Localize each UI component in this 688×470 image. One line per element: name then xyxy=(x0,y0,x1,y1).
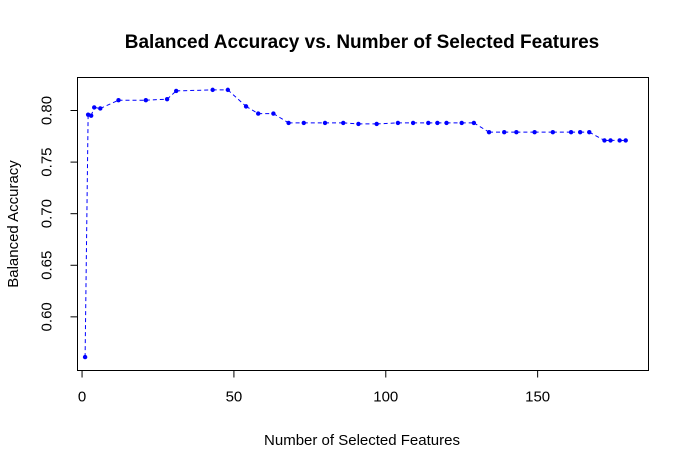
series-line-segment xyxy=(245,105,259,115)
series-line-segment xyxy=(376,122,398,125)
series-line-segment xyxy=(84,114,89,358)
data-point xyxy=(617,138,622,143)
series-line-segment xyxy=(227,89,247,107)
data-point xyxy=(486,129,492,135)
data-point xyxy=(174,88,179,94)
x-tick-label: 150 xyxy=(525,389,550,406)
data-point xyxy=(502,129,507,135)
data-point xyxy=(444,120,449,126)
y-axis-label: Balanced Accuracy xyxy=(5,160,22,288)
data-point xyxy=(341,120,346,126)
data-point xyxy=(82,354,88,360)
data-point xyxy=(459,120,464,126)
y-tick-label: 0.70 xyxy=(39,199,56,228)
data-point xyxy=(243,104,249,109)
x-axis-label: Number of Selected Features xyxy=(264,432,460,449)
y-tick-label: 0.75 xyxy=(39,147,56,176)
series-line-segment xyxy=(100,99,119,109)
data-point xyxy=(514,129,519,135)
data-point xyxy=(426,120,431,126)
x-tick-label: 0 xyxy=(78,389,86,406)
data-point xyxy=(286,120,291,126)
series-line-segment xyxy=(589,131,605,141)
data-point xyxy=(608,138,613,143)
x-tick-label: 100 xyxy=(373,389,398,406)
series-line-segment xyxy=(343,122,359,125)
data-point xyxy=(356,121,361,127)
data-point xyxy=(98,106,103,111)
data-point xyxy=(322,120,328,126)
data-point xyxy=(532,129,537,135)
series-line-segment xyxy=(473,122,490,133)
y-tick-label: 0.80 xyxy=(39,96,56,125)
x-tick-label: 50 xyxy=(226,389,243,406)
data-point xyxy=(374,121,379,127)
data-point xyxy=(225,87,231,93)
data-point xyxy=(210,87,215,93)
data-point xyxy=(143,97,149,103)
series-line-segment xyxy=(273,113,289,124)
data-point xyxy=(587,129,592,135)
data-point xyxy=(550,129,556,135)
data-point xyxy=(410,120,416,126)
y-tick-label: 0.60 xyxy=(39,302,56,331)
chart-title: Balanced Accuracy vs. Number of Selected… xyxy=(125,32,600,53)
data-point xyxy=(301,120,306,126)
data-point xyxy=(602,138,607,143)
series-points xyxy=(82,87,628,360)
data-point xyxy=(256,111,261,116)
data-point xyxy=(88,113,94,118)
data-point xyxy=(164,96,170,102)
data-point xyxy=(568,129,574,135)
plot-frame xyxy=(77,77,649,371)
data-point xyxy=(471,120,477,126)
data-point xyxy=(271,111,276,116)
y-tick-label: 0.65 xyxy=(39,251,56,280)
x-axis: 0 50 100 150 xyxy=(78,370,550,406)
series-line-segment xyxy=(145,98,168,101)
y-axis: 0.60 0.65 0.70 0.75 0.80 xyxy=(39,96,78,331)
series-line-segment xyxy=(176,89,213,92)
data-point xyxy=(116,97,121,103)
data-point xyxy=(577,129,583,135)
data-point xyxy=(92,105,97,110)
data-point xyxy=(395,120,401,126)
data-point xyxy=(623,138,628,143)
data-point xyxy=(435,120,440,126)
series-line xyxy=(84,89,626,358)
